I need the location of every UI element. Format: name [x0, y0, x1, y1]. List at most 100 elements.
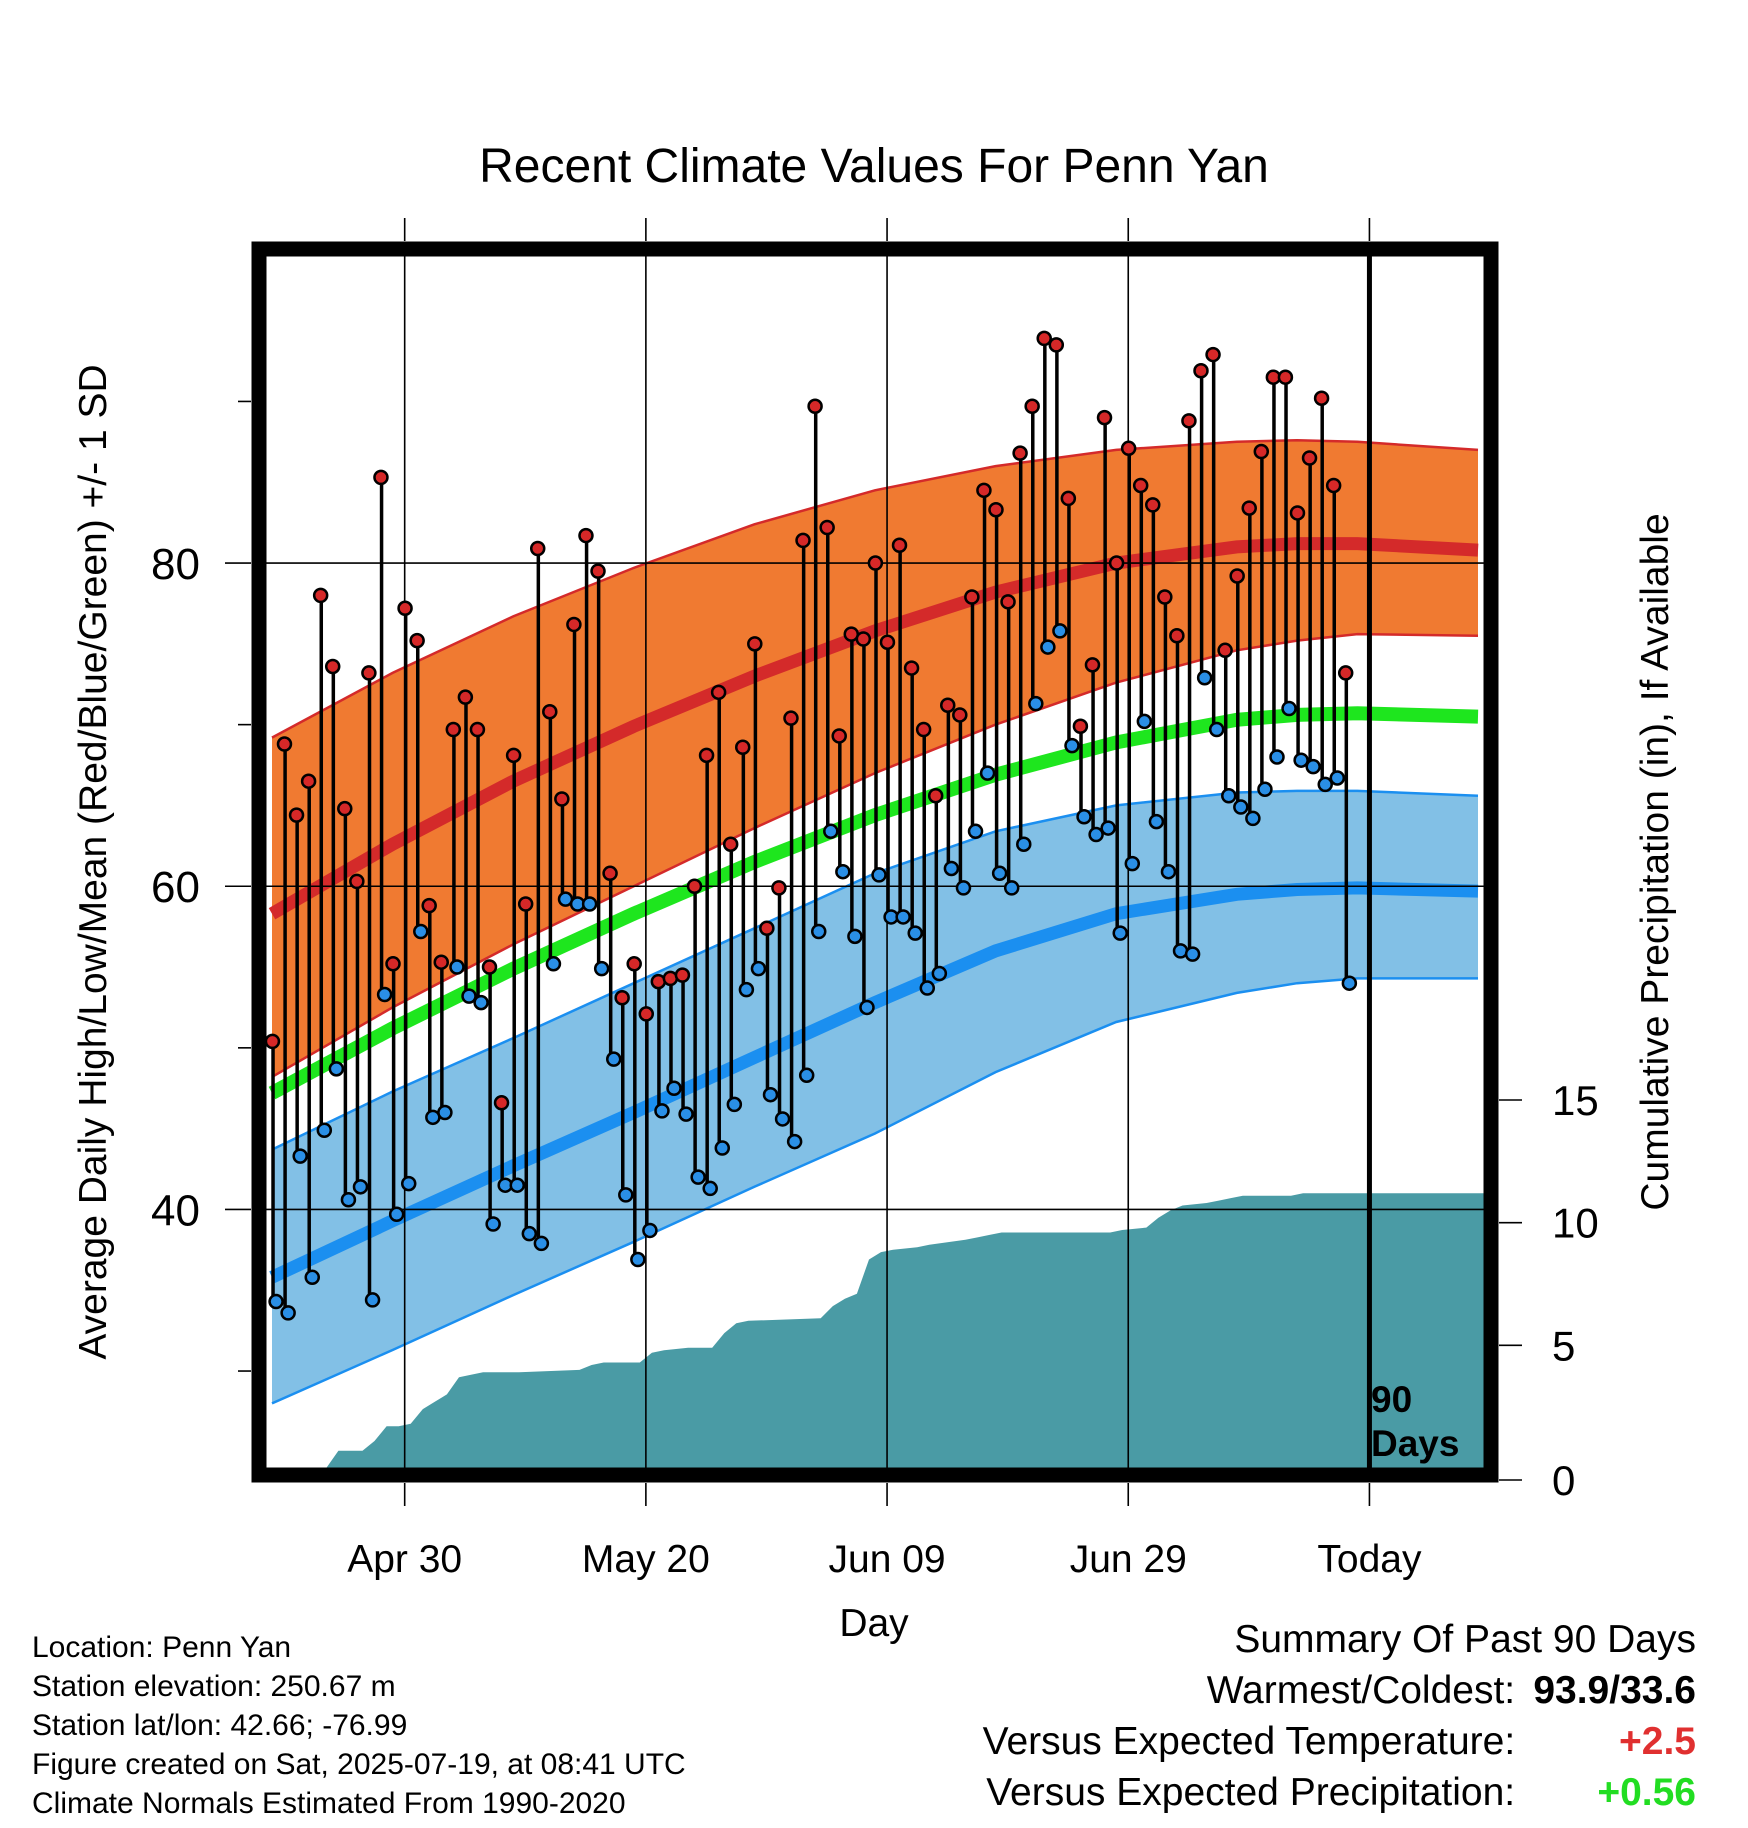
daily-high-point — [1024, 398, 1040, 415]
daily-high-point — [312, 587, 329, 604]
daily-low-point — [991, 865, 1008, 882]
daily-low-point — [605, 1051, 622, 1067]
daily-high-point — [373, 469, 389, 486]
precip-anomaly-value: +0.56 — [1597, 1771, 1696, 1814]
daily-high-point — [952, 707, 968, 723]
daily-low-point — [967, 823, 984, 840]
daily-low-point — [798, 1067, 815, 1084]
daily-high-point — [1072, 718, 1089, 735]
location-text: Location: Penn Yan — [32, 1631, 292, 1664]
daily-low-point — [750, 960, 767, 977]
plot-border — [251, 241, 1499, 1483]
daily-low-point — [1088, 826, 1104, 843]
daily-high-point — [915, 721, 932, 738]
daily-low-point — [1208, 721, 1225, 738]
daily-high-point — [1060, 490, 1077, 507]
daily-low-point — [352, 1179, 369, 1195]
warm-cold-label: Warmest/Coldest: — [1206, 1669, 1516, 1712]
summary-panel: Summary Of Past 90 Days Warmest/Coldest:… — [983, 1614, 1696, 1818]
daily-high-point — [722, 836, 739, 852]
daily-low-point — [1196, 670, 1213, 686]
daily-low-point — [1293, 752, 1309, 768]
daily-high-point — [807, 398, 823, 415]
precip-label: Versus Expected Precipitation: — [986, 1771, 1516, 1814]
daily-high-point — [349, 873, 365, 890]
daily-low-point — [1052, 623, 1068, 639]
daily-high-point — [867, 555, 884, 571]
daily-high-point — [614, 989, 630, 1006]
daily-high-point — [457, 689, 474, 705]
summary-temp: Versus Expected Temperature: +2.5 — [983, 1716, 1696, 1767]
y-tick-label-left: 60 — [151, 863, 200, 912]
daily-low-point — [618, 1187, 634, 1203]
daily-high-point — [276, 736, 293, 752]
daily-high-point — [698, 747, 715, 764]
daily-high-point — [469, 721, 486, 738]
x-tick-label: Today — [1317, 1538, 1422, 1581]
daily-low-point — [762, 1086, 779, 1103]
daily-low-point — [714, 1140, 731, 1156]
daily-high-point — [1145, 497, 1161, 513]
daily-high-point — [1157, 589, 1173, 605]
daily-high-point — [566, 616, 582, 633]
precip-area — [266, 1193, 1484, 1468]
daily-high-point — [337, 800, 353, 817]
x-tick-label: Jun 29 — [1070, 1538, 1187, 1581]
daily-high-point — [1036, 330, 1052, 347]
chart-title: Recent Climate Values For Penn Yan — [479, 140, 1269, 193]
daily-high-point — [759, 920, 775, 937]
daily-high-point — [626, 956, 642, 972]
daily-low-point — [1317, 776, 1333, 793]
daily-low-point — [280, 1305, 296, 1321]
daily-low-point — [1257, 781, 1273, 798]
daily-high-point — [505, 747, 522, 764]
daily-high-point — [578, 527, 594, 544]
daily-low-point — [328, 1061, 345, 1077]
summary-warm-cold: Warmest/Coldest: 93.9/33.6 — [983, 1665, 1696, 1716]
daily-low-point — [895, 909, 911, 925]
daily-high-point — [939, 697, 956, 713]
daily-high-point — [831, 728, 847, 744]
x-tick-label: May 20 — [582, 1538, 710, 1581]
temp-label: Versus Expected Temperature: — [982, 1720, 1516, 1763]
high-mean-line — [268, 537, 1479, 920]
daily-high-point — [445, 721, 462, 738]
daily-high-point — [1205, 346, 1221, 363]
daily-high-point — [1193, 362, 1209, 379]
daily-high-point — [1277, 369, 1294, 385]
daily-low-point — [823, 823, 839, 840]
daily-low-point — [774, 1111, 791, 1127]
y-axis-label-left: Average Daily High/Low/Mean (Red/Blue/Gr… — [72, 364, 115, 1359]
latlon-text: Station lat/lon: 42.66; -76.99 — [32, 1709, 408, 1742]
daily-low-point — [340, 1191, 357, 1208]
daily-high-point — [747, 636, 763, 652]
daily-high-point — [1337, 665, 1354, 681]
daily-low-point — [931, 965, 948, 982]
daily-low-point — [1269, 749, 1285, 765]
y-tick-label-right: 10 — [1552, 1200, 1599, 1247]
daily-high-point — [1132, 477, 1149, 494]
daily-low-point — [678, 1106, 694, 1122]
axes: Apr 30 May 20 Jun 09 Jun 29 Today 40 60 80 0 5 10 1… — [151, 218, 1599, 1581]
summary-heading: Summary Of Past 90 Days — [1234, 1618, 1696, 1661]
daily-high-point — [674, 967, 691, 983]
daily-low-point — [545, 956, 562, 972]
station-info: Location: Penn Yan Station elevation: 25… — [32, 1628, 686, 1823]
daily-high-point — [638, 1006, 655, 1022]
normals-text: Climate Normals Estimated From 1990-2020 — [32, 1787, 626, 1820]
daily-low-point — [509, 1177, 526, 1193]
temp-anomaly-value: +2.5 — [1619, 1720, 1696, 1763]
daily-low-point — [654, 1103, 670, 1119]
daily-low-point — [1040, 639, 1056, 655]
daily-low-point — [943, 860, 960, 877]
daily-high-point — [927, 787, 944, 804]
daily-low-point — [304, 1269, 321, 1286]
daily-low-point — [738, 981, 755, 998]
daily-high-point — [1096, 409, 1113, 426]
y-axis-label-right: Cumulative Precipitation (in), If Availa… — [1634, 513, 1677, 1210]
daily-low-point — [1160, 863, 1177, 880]
daily-low-point — [1100, 820, 1116, 836]
daily-low-point — [316, 1122, 333, 1139]
created-text: Figure created on Sat, 2025-07-19, at 08… — [32, 1748, 686, 1781]
